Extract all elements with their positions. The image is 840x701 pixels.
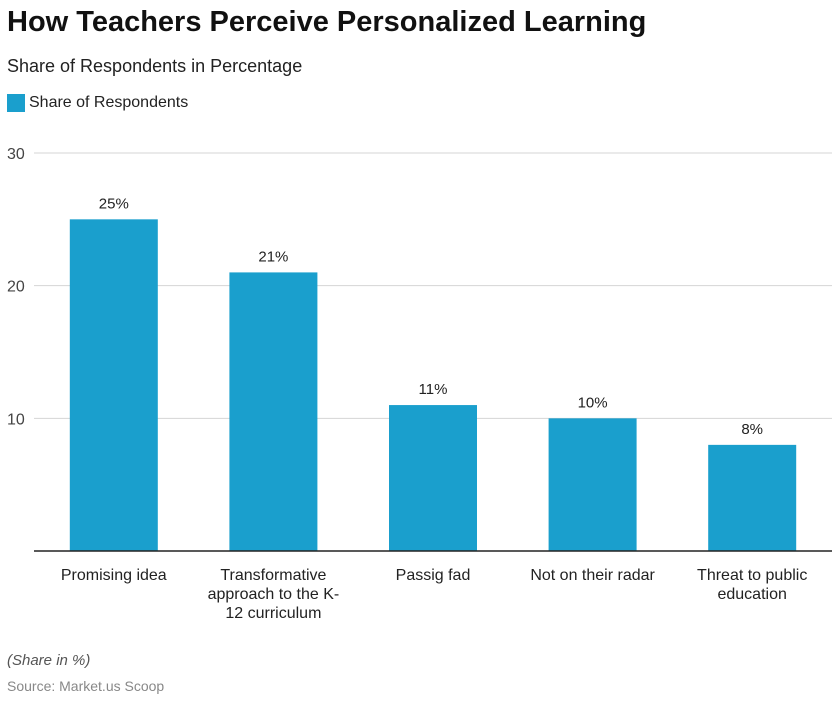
source-text: Source: Market.us Scoop (7, 678, 165, 694)
share-note: (Share in %) (7, 652, 91, 669)
legend: Share of Respondents (7, 94, 188, 112)
y-tick-label: 30 (7, 146, 25, 163)
chart-title: How Teachers Perceive Personalized Learn… (7, 6, 647, 38)
bar (389, 405, 477, 551)
bar (229, 272, 318, 551)
x-tick-label: Promising idea (60, 567, 167, 584)
x-tick-label: Not on their radar (530, 567, 655, 584)
data-label: 11% (419, 381, 448, 398)
chart-subtitle: Share of Respondents in Percentage (7, 56, 303, 76)
bar (708, 444, 797, 551)
x-tick-label: Threat to public education (697, 567, 808, 603)
bar (548, 418, 637, 551)
x-tick-label: Transformative approach to the K- 12 curri… (207, 567, 340, 622)
bar (69, 219, 158, 552)
data-label: 10% (578, 394, 608, 411)
x-tick-label: Passig fad (395, 567, 471, 584)
data-label: 8% (741, 421, 763, 438)
y-tick-label: 20 (7, 279, 25, 296)
y-tick-label: 10 (7, 411, 25, 428)
data-label: 21% (258, 248, 288, 265)
legend-label: Share of Respondents (29, 94, 189, 111)
bar-chart: 10 20 30 25% 21% 11% 10% 8% (7, 146, 832, 552)
legend-swatch (7, 94, 25, 112)
data-label: 25% (99, 195, 129, 212)
